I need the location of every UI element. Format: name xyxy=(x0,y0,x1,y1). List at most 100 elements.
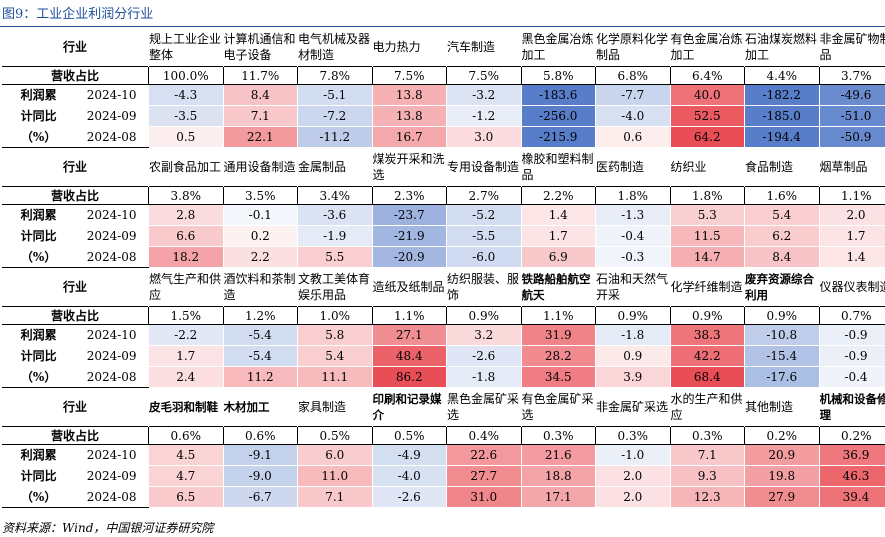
industry-name-text: 非金属矿物制品 xyxy=(819,32,885,62)
heatmap-cell: -51.0 xyxy=(818,105,885,127)
revenue-share-value: 6.4% xyxy=(669,66,745,85)
industry-header-label: 行业 xyxy=(62,280,87,294)
heatmap-cell: -6.7 xyxy=(222,486,298,508)
heatmap-cell: 11.5 xyxy=(669,225,745,247)
revenue-share-value: 0.9% xyxy=(595,306,670,325)
industry-name-text: 煤炭开采和洗选 xyxy=(372,152,445,182)
month-label: 2024-09 xyxy=(86,469,137,483)
revenue-share-value: 0.9% xyxy=(744,306,819,325)
revenue-share-value: 4.4% xyxy=(744,66,819,85)
heatmap-cell: 12.3 xyxy=(669,486,745,508)
industry-block-3: 行业 燃气生产和供应 酒饮料和茶制造 文教工美体育娱乐用品 造纸及纸制品 纺织服装、服饰铁… xyxy=(2,268,885,388)
heatmap-cell: 21.6 xyxy=(520,444,596,466)
profit-growth-row-2024-09: 计同比 2024-09 6.6 0.2 -1.9 -21.9 -5.5 1.7 -0.4 11.5… xyxy=(2,225,885,247)
heatmap-cell: 31.9 xyxy=(520,324,596,346)
heatmap-cell: 17.1 xyxy=(520,486,596,508)
industry-name: 废弃资源综合利用 xyxy=(744,268,819,307)
heatmap-cell: 22.6 xyxy=(446,444,522,466)
heatmap-cell: 5.4 xyxy=(297,345,373,367)
revenue-share-value: 0.4% xyxy=(446,426,521,445)
heatmap-cell: -21.9 xyxy=(371,225,447,247)
heatmap-tables: 行业 规上工业企业整体 计算机通信和电子设备 电气机械及器材制造 电力热力 汽车制造 黑色金… xyxy=(2,28,885,508)
industry-name-text: 废弃资源综合利用 xyxy=(745,272,814,302)
heatmap-cell: -11.2 xyxy=(297,126,373,148)
heatmap-cell: -2.6 xyxy=(446,345,522,367)
industry-name-text: 黑色金属矿采选 xyxy=(447,392,520,422)
heatmap-cell: 34.5 xyxy=(520,366,596,388)
heatmap-cell: -0.9 xyxy=(818,345,885,367)
heatmap-cell: 11.0 xyxy=(297,465,373,487)
industry-name-text: 木材加工 xyxy=(223,400,270,414)
month-label: 2024-08 xyxy=(75,246,149,268)
revenue-share-value: 0.6% xyxy=(222,426,298,445)
industry-name-text: 通用设备制造 xyxy=(223,160,296,174)
heatmap-cell: 7.1 xyxy=(222,105,298,127)
industry-name: 电气机械及器材制造 xyxy=(297,28,372,67)
revenue-share-value: 0.2% xyxy=(818,426,885,445)
industry-name-text: 石油煤炭燃料加工 xyxy=(745,32,818,62)
heatmap-cell: -10.8 xyxy=(744,324,820,346)
heatmap-cell: -0.3 xyxy=(595,246,671,268)
heatmap-cell: 48.4 xyxy=(371,345,447,367)
heatmap-cell: -4.3 xyxy=(148,84,224,106)
profit-growth-label: （%） xyxy=(2,366,76,388)
heatmap-cell: 86.2 xyxy=(371,366,447,388)
heatmap-cell: -4.0 xyxy=(595,105,671,127)
revenue-share-value: 0.5% xyxy=(371,426,447,445)
profit-growth-row-2024-08: （%） 2024-08 6.5 -6.7 7.1 -2.6 31.0 17.1 2.0 12.3 2… xyxy=(2,486,885,508)
heatmap-cell: -182.2 xyxy=(744,84,820,106)
heatmap-cell: -1.2 xyxy=(446,105,522,127)
industry-name: 铁路船舶航空航天 xyxy=(520,268,596,307)
revenue-share-value: 2.3% xyxy=(371,186,447,205)
industry-name-text: 其他制造 xyxy=(745,400,794,414)
heatmap-cell: 6.2 xyxy=(744,225,820,247)
heatmap-cell: 3.2 xyxy=(446,324,522,346)
industry-name: 酒饮料和茶制造 xyxy=(222,268,298,307)
revenue-share-value: 0.5% xyxy=(297,426,372,445)
revenue-share-value: 3.5% xyxy=(222,186,298,205)
heatmap-cell: 2.0 xyxy=(818,204,885,226)
heatmap-cell: -4.0 xyxy=(371,465,447,487)
industry-name-text: 橡胶和塑料制品 xyxy=(521,152,594,182)
heatmap-cell: 42.2 xyxy=(669,345,745,367)
heatmap-cell: 40.0 xyxy=(669,84,745,106)
profit-growth-row-2024-10: 利润累 2024-10 -4.3 8.4 -5.1 13.8 -3.2 -183.6 -7.7 4… xyxy=(2,84,885,106)
industry-name: 有色金属矿采选 xyxy=(520,388,596,427)
industry-name-text: 专用设备制造 xyxy=(447,160,520,174)
industry-name: 非金属矿采选 xyxy=(595,388,670,427)
revenue-share-value: 0.9% xyxy=(446,306,521,325)
heatmap-cell: 3.9 xyxy=(595,366,671,388)
heatmap-cell: -3.6 xyxy=(297,204,373,226)
industry-header-label: 行业 xyxy=(62,40,87,54)
industry-name-text: 家具制造 xyxy=(298,400,347,414)
heatmap-cell: 52.5 xyxy=(669,105,745,127)
heatmap-cell: -5.1 xyxy=(297,84,373,106)
revenue-share-label: 营收占比 xyxy=(2,426,149,445)
industry-name: 机械和设备修理 xyxy=(818,388,885,427)
revenue-share-row: 营收占比 1.5% 1.2% 1.0% 1.1% 0.9% 1.1% 0.9% 0.9% 0.9%… xyxy=(2,306,885,325)
month-label: 2024-09 xyxy=(86,109,137,123)
heatmap-cell: 0.6 xyxy=(595,126,671,148)
industry-block-2: 行业 农副食品加工 通用设备制造 金属制品 煤炭开采和洗选 专用设备制造 橡胶和塑料制品 医药… xyxy=(2,148,885,268)
heatmap-cell: 22.1 xyxy=(222,126,298,148)
revenue-share-value: 1.1% xyxy=(371,306,447,325)
month-label: 2024-10 xyxy=(86,328,137,343)
profit-growth-row-2024-10: 利润累 2024-10 4.5 -9.1 6.0 -4.9 22.6 21.6 -1.0 7.1 2… xyxy=(2,444,885,466)
industry-name-text: 铁路船舶航空航天 xyxy=(521,272,591,302)
industry-name-text: 皮毛羽和制鞋 xyxy=(149,400,218,414)
industry-name-text: 非金属矿采选 xyxy=(596,400,669,414)
heatmap-cell: 18.2 xyxy=(148,246,224,268)
heatmap-cell: 0.2 xyxy=(222,225,298,247)
industry-name: 医药制造 xyxy=(595,148,670,187)
heatmap-cell: 20.9 xyxy=(744,444,820,466)
heatmap-cell: 1.4 xyxy=(520,204,596,226)
profit-growth-label: 计同比 xyxy=(20,349,57,363)
heatmap-cell: 16.7 xyxy=(371,126,447,148)
revenue-share-value: 1.5% xyxy=(148,306,223,325)
profit-growth-label: 利润累 xyxy=(20,88,57,103)
industry-block-1: 行业 规上工业企业整体 计算机通信和电子设备 电气机械及器材制造 电力热力 汽车制造 黑色金… xyxy=(2,28,885,148)
revenue-share-value: 7.8% xyxy=(297,66,372,85)
heatmap-cell: 8.4 xyxy=(744,246,820,268)
revenue-share-value: 5.8% xyxy=(520,66,596,85)
industry-name: 通用设备制造 xyxy=(222,148,298,187)
